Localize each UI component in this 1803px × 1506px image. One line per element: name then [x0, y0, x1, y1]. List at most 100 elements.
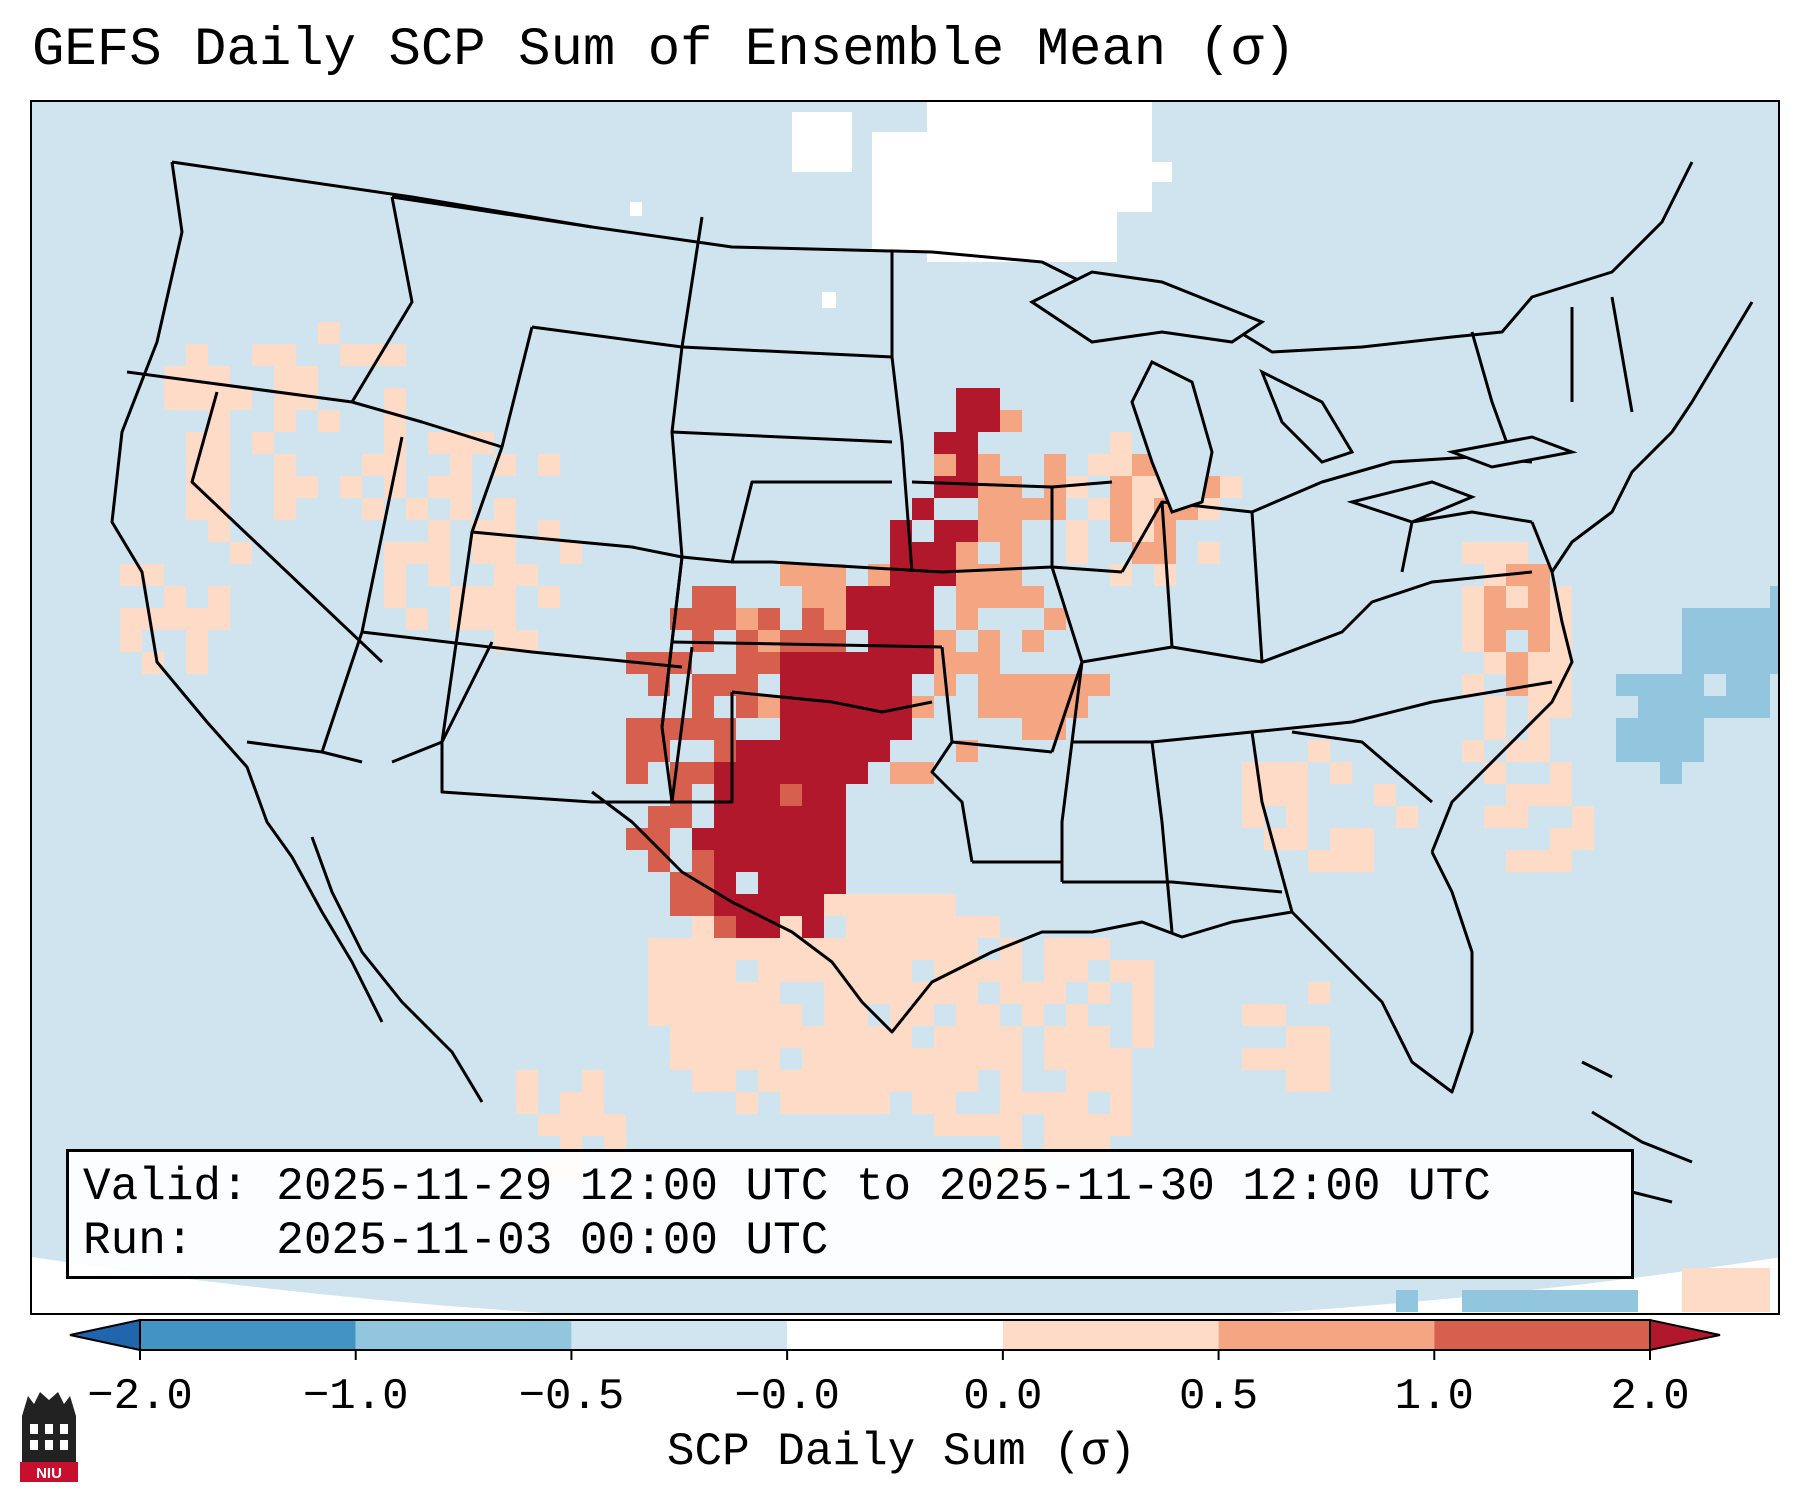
anomaly-cell: [780, 850, 802, 872]
anomaly-cell: [868, 982, 890, 1004]
anomaly-cell: [274, 344, 296, 366]
anomaly-cell: [450, 498, 472, 520]
anomaly-cell: [1506, 652, 1528, 674]
anomaly-cell: [714, 850, 736, 872]
anomaly-cell: [670, 1004, 692, 1026]
anomaly-cell: [1044, 1114, 1066, 1136]
anomaly-cell: [692, 762, 714, 784]
anomaly-cell: [956, 476, 978, 498]
anomaly-cell: [978, 1048, 1000, 1070]
anomaly-cell: [1000, 982, 1022, 1004]
anomaly-cell: [780, 762, 802, 784]
anomaly-cell: [252, 432, 274, 454]
anomaly-cell: [1660, 740, 1682, 762]
anomaly-cell: [1022, 674, 1044, 696]
anomaly-cell: [450, 454, 472, 476]
anomaly-cell: [824, 894, 846, 916]
anomaly-cell: [1528, 696, 1550, 718]
anomaly-cell: [956, 982, 978, 1004]
anomaly-cell: [274, 498, 296, 520]
anomaly-cell: [1748, 696, 1770, 718]
anomaly-cell: [1770, 586, 1778, 608]
anomaly-cell: [868, 586, 890, 608]
great-lakes: [1029, 270, 1578, 524]
anomaly-cell: [780, 938, 802, 960]
anomaly-cell: [736, 696, 758, 718]
colorbar-tick-label: −0.5: [519, 1372, 625, 1422]
anomaly-cell: [1088, 454, 1110, 476]
anomaly-cell: [890, 960, 912, 982]
anomaly-cell: [1462, 542, 1484, 564]
anomaly-cell: [824, 850, 846, 872]
anomaly-cell: [890, 916, 912, 938]
anomaly-cell: [1066, 1070, 1088, 1092]
anomaly-cell: [1242, 806, 1264, 828]
anomaly-cell: [1704, 630, 1726, 652]
anomaly-cell: [1308, 1048, 1330, 1070]
anomaly-cell: [1022, 630, 1044, 652]
anomaly-cell: [758, 982, 780, 1004]
anomaly-cell: [714, 982, 736, 1004]
anomaly-cell: [824, 674, 846, 696]
anomaly-cell: [1770, 652, 1778, 674]
anomaly-cell: [824, 828, 846, 850]
anomaly-cell: [846, 916, 868, 938]
anomaly-cell: [912, 696, 934, 718]
anomaly-cell: [1748, 674, 1770, 696]
anomaly-cell: [824, 872, 846, 894]
anomaly-cell: [1198, 498, 1220, 520]
anomaly-cell: [1066, 1026, 1088, 1048]
anomaly-cell: [340, 476, 362, 498]
colorbar-under-triangle: [69, 1318, 141, 1352]
colorbar-tick-label: −1.0: [303, 1372, 409, 1422]
anomaly-cell: [978, 652, 1000, 674]
anomaly-cell: [560, 542, 582, 564]
anomaly-cell: [1330, 850, 1352, 872]
anomaly-cell: [846, 674, 868, 696]
anomaly-cell: [1528, 630, 1550, 652]
colorbar-tick-label: 0.5: [1179, 1372, 1258, 1422]
anomaly-cell: [186, 366, 208, 388]
anomaly-cell: [846, 718, 868, 740]
anomaly-cell: [692, 696, 714, 718]
anomaly-cell: [1484, 652, 1506, 674]
anomaly-cell: [780, 1070, 802, 1092]
anomaly-cell: [780, 872, 802, 894]
anomaly-cell: [428, 476, 450, 498]
anomaly-cell: [736, 850, 758, 872]
colorbar-tick-label: −2.0: [87, 1372, 193, 1422]
colorbar-tick-label: 0.0: [963, 1372, 1042, 1422]
anomaly-cell: [1110, 960, 1132, 982]
anomaly-cell: [1550, 586, 1572, 608]
anomaly-cell: [1286, 806, 1308, 828]
anomaly-cell: [1352, 850, 1374, 872]
anomaly-cell: [934, 1092, 956, 1114]
anomaly-cell: [1616, 718, 1638, 740]
anomaly-cell: [1484, 586, 1506, 608]
anomaly-cell: [648, 850, 670, 872]
anomaly-cell: [1726, 652, 1748, 674]
anomaly-cell: [648, 674, 670, 696]
anomaly-cell: [1770, 630, 1778, 652]
anomaly-cell: [604, 1114, 626, 1136]
anomaly-cell: [1000, 542, 1022, 564]
anomaly-cell: [824, 630, 846, 652]
anomaly-cell: [956, 410, 978, 432]
anomaly-cell: [780, 652, 802, 674]
anomaly-cell: [912, 762, 934, 784]
anomaly-cell: [802, 586, 824, 608]
anomaly-cell: [758, 652, 780, 674]
anomaly-cell: [692, 960, 714, 982]
anomaly-cell: [318, 322, 340, 344]
anomaly-cell: [956, 1114, 978, 1136]
anomaly-cell: [758, 1070, 780, 1092]
anomaly-cell: [1484, 542, 1506, 564]
anomaly-cell: [824, 1004, 846, 1026]
anomaly-cell: [736, 608, 758, 630]
anomaly-cell: [824, 1026, 846, 1048]
anomaly-cell: [714, 1048, 736, 1070]
anomaly-cell: [758, 762, 780, 784]
anomaly-cell: [846, 894, 868, 916]
anomaly-cell: [186, 498, 208, 520]
anomaly-cell: [406, 542, 428, 564]
